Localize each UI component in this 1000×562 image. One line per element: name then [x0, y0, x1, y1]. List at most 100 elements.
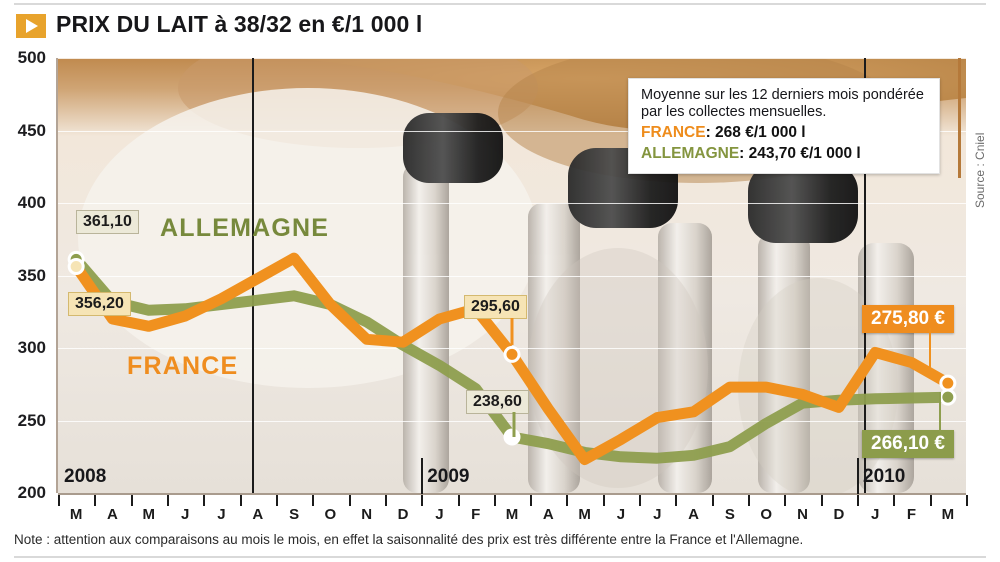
- data-marker-1: [67, 258, 85, 276]
- y-tick-200: 200: [17, 483, 46, 502]
- x-tick-5: [239, 495, 242, 506]
- x-tick-3: [166, 495, 169, 506]
- page-title: PRIX DU LAIT à 38/32 en €/1 000 l: [56, 11, 423, 37]
- gridline-250: [58, 420, 966, 422]
- x-month-label-4: J: [217, 506, 226, 523]
- footer-rule: [14, 556, 986, 558]
- x-month-label-18: S: [724, 506, 735, 523]
- gridline-450: [58, 130, 966, 132]
- x-month-label-21: D: [833, 506, 845, 523]
- callout-allemagne-mid: 238,60: [466, 390, 529, 414]
- series-markers: [67, 250, 957, 446]
- x-tick-15: [602, 495, 605, 506]
- data-marker-4: [939, 374, 957, 392]
- x-tick-9: [384, 495, 387, 506]
- year-label-2008: 2008: [64, 466, 107, 487]
- x-month-label-6: S: [289, 506, 300, 523]
- legend-france-value: : 268 €/1 000 l: [705, 124, 806, 142]
- x-month-label-5: A: [252, 506, 264, 523]
- x-tick-0: [58, 495, 60, 506]
- x-month-label-1: A: [107, 506, 118, 523]
- callout-allemagne-start: 361,10: [76, 210, 139, 234]
- x-month-label-22: J: [871, 506, 880, 523]
- x-month-label-0: M: [69, 506, 83, 523]
- legend-allemagne-value: : 243,70 €/1 000 l: [739, 145, 861, 163]
- header-rule: [14, 3, 986, 5]
- year-label-2010: 2010: [863, 466, 906, 487]
- x-month-label-23: F: [906, 506, 917, 523]
- y-axis-line: [56, 58, 58, 493]
- legend-france-label: FRANCE: [641, 124, 706, 142]
- x-month-label-13: A: [542, 506, 554, 523]
- y-tick-350: 350: [17, 265, 46, 285]
- y-tick-450: 450: [17, 120, 46, 140]
- x-tick-16: [639, 495, 642, 506]
- x-month-label-10: J: [435, 506, 444, 523]
- x-month-label-8: N: [361, 506, 373, 523]
- x-tick-14: [566, 495, 569, 506]
- x-month-label-20: N: [797, 506, 808, 523]
- legend-line-2: par les collectes mensuelles.: [641, 104, 827, 121]
- x-month-label-16: J: [653, 506, 662, 523]
- x-tick-8: [348, 495, 351, 506]
- x-month-label-2: M: [142, 506, 156, 523]
- x-month-label-11: F: [471, 506, 481, 523]
- x-tick-4: [203, 495, 206, 506]
- y-axis-labels: 200 250 300 350 400 450 500: [0, 48, 52, 502]
- header: PRIX DU LAIT à 38/32 en €/1 000 l: [0, 0, 1000, 46]
- x-tick-13: [530, 495, 533, 506]
- gridline-500: [58, 58, 966, 59]
- x-tick-12: [493, 495, 496, 506]
- x-month-label-24: M: [941, 506, 955, 523]
- x-month-label-19: O: [760, 506, 773, 523]
- data-marker-5: [939, 388, 957, 406]
- y-tick-300: 300: [17, 338, 46, 357]
- x-tick-18: [711, 495, 714, 506]
- x-tick-7: [312, 495, 315, 506]
- source-rule: [958, 58, 961, 178]
- x-tick-6: [275, 495, 278, 506]
- year-divider-1: [857, 458, 860, 494]
- callout-france-end: 275,80 €: [862, 305, 954, 333]
- legend-france-row: FRANCE: 268 €/1 000 l: [641, 124, 927, 142]
- legend-line-1: Moyenne sur les 12 derniers mois pondéré…: [641, 87, 924, 103]
- y-tick-400: 400: [17, 193, 46, 212]
- x-tick-21: [820, 495, 823, 506]
- legend-allemagne-label: ALLEMAGNE: [641, 145, 740, 163]
- data-marker-3: [503, 428, 521, 446]
- x-month-label-14: M: [578, 506, 591, 523]
- footer-note: Note : attention aux comparaisons au moi…: [14, 532, 804, 547]
- legend-box: Moyenne sur les 12 derniers mois pondéré…: [628, 78, 940, 174]
- x-month-label-15: J: [616, 506, 626, 523]
- legend-allemagne-row: ALLEMAGNE: 243,70 €/1 000 l: [641, 145, 927, 163]
- x-tick-23: [893, 495, 896, 506]
- x-month-label-12: M: [505, 506, 519, 523]
- series-label-france: FRANCE: [127, 352, 239, 380]
- data-marker-2: [503, 345, 521, 363]
- x-tick-20: [784, 495, 787, 506]
- year-label-2009: 2009: [427, 466, 470, 487]
- series-lines: [67, 250, 957, 466]
- callout-france-mid: 295,60: [464, 295, 527, 319]
- play-triangle-icon: [16, 14, 46, 38]
- x-tick-1: [94, 495, 97, 506]
- y-tick-500: 500: [17, 48, 46, 67]
- series-label-allemagne: ALLEMAGNE: [160, 214, 330, 242]
- source-note: Source : Cniel: [963, 56, 989, 216]
- year-divider-0: [421, 458, 424, 494]
- callout-allemagne-end: 266,10 €: [862, 430, 954, 458]
- x-month-label-17: A: [688, 506, 700, 523]
- x-tick-2: [130, 495, 133, 506]
- x-axis-line: [58, 493, 966, 495]
- x-tick-10: [421, 495, 424, 506]
- callout-france-start: 356,20: [68, 292, 131, 316]
- x-tick-22: [857, 495, 860, 506]
- x-month-label-9: D: [397, 506, 409, 523]
- y-tick-250: 250: [17, 410, 46, 430]
- x-tick-24: [929, 495, 932, 506]
- x-tick-19: [748, 495, 751, 506]
- gridline-350: [58, 275, 966, 277]
- gridline-400: [58, 203, 966, 204]
- x-tick-11: [457, 495, 460, 506]
